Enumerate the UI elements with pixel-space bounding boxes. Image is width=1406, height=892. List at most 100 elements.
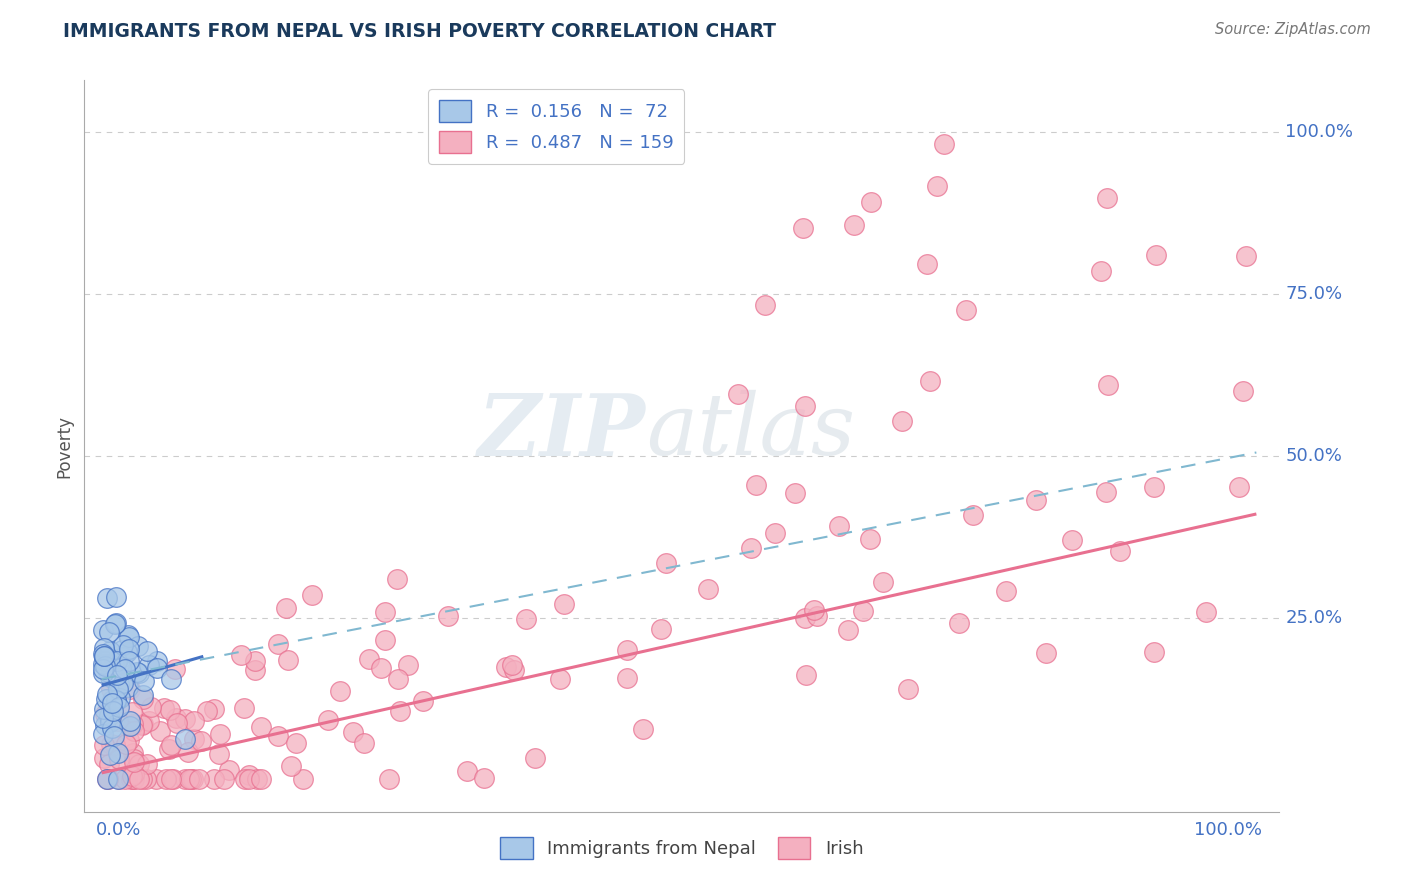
Text: 0.0%: 0.0% bbox=[96, 822, 141, 839]
Point bbox=[238, 772, 260, 787]
Point bbox=[872, 574, 894, 589]
Point bbox=[1035, 646, 1057, 660]
Point bbox=[105, 654, 128, 668]
Point bbox=[285, 736, 308, 750]
Point bbox=[98, 709, 121, 723]
Point bbox=[359, 652, 381, 666]
Point bbox=[139, 700, 162, 714]
Point bbox=[91, 727, 114, 741]
Point bbox=[412, 694, 434, 708]
Point bbox=[93, 738, 115, 752]
Point bbox=[98, 715, 121, 730]
Point bbox=[1234, 249, 1257, 263]
Point bbox=[91, 665, 114, 680]
Point bbox=[118, 682, 141, 697]
Point bbox=[267, 637, 290, 651]
Point bbox=[183, 732, 205, 747]
Point bbox=[160, 672, 183, 686]
Point bbox=[329, 684, 352, 698]
Point bbox=[117, 645, 139, 659]
Point bbox=[188, 772, 211, 787]
Point bbox=[136, 756, 159, 771]
Point bbox=[105, 668, 128, 682]
Point bbox=[501, 657, 523, 672]
Point bbox=[697, 582, 720, 597]
Point bbox=[1143, 479, 1166, 493]
Point bbox=[174, 731, 197, 746]
Point bbox=[107, 772, 129, 787]
Point bbox=[792, 221, 814, 235]
Point bbox=[249, 772, 271, 787]
Point bbox=[1195, 605, 1218, 619]
Point bbox=[103, 656, 125, 670]
Point bbox=[97, 665, 120, 680]
Point bbox=[146, 661, 169, 675]
Point bbox=[101, 721, 124, 735]
Point bbox=[1144, 248, 1167, 262]
Point bbox=[202, 772, 225, 787]
Point bbox=[101, 704, 124, 718]
Text: IMMIGRANTS FROM NEPAL VS IRISH POVERTY CORRELATION CHART: IMMIGRANTS FROM NEPAL VS IRISH POVERTY C… bbox=[63, 22, 776, 41]
Point bbox=[91, 647, 114, 661]
Point bbox=[153, 701, 176, 715]
Point bbox=[166, 716, 188, 731]
Point bbox=[159, 772, 181, 787]
Point bbox=[91, 657, 114, 671]
Point bbox=[94, 691, 117, 706]
Point bbox=[128, 666, 150, 681]
Point bbox=[122, 755, 145, 769]
Point bbox=[842, 219, 865, 233]
Point bbox=[107, 699, 129, 714]
Point bbox=[118, 733, 141, 747]
Point bbox=[135, 643, 157, 657]
Point bbox=[934, 137, 956, 152]
Point bbox=[229, 648, 252, 663]
Point bbox=[197, 704, 219, 718]
Text: 75.0%: 75.0% bbox=[1285, 285, 1343, 303]
Point bbox=[128, 757, 150, 772]
Point bbox=[93, 648, 115, 663]
Point bbox=[122, 751, 145, 765]
Point bbox=[135, 772, 157, 787]
Point bbox=[159, 738, 181, 752]
Point bbox=[98, 757, 121, 772]
Point bbox=[218, 763, 240, 777]
Point bbox=[633, 723, 655, 737]
Point bbox=[100, 738, 122, 752]
Point bbox=[93, 649, 115, 664]
Point bbox=[897, 681, 920, 696]
Point bbox=[118, 642, 141, 657]
Point bbox=[249, 720, 271, 734]
Point bbox=[105, 680, 128, 694]
Point bbox=[655, 556, 678, 570]
Point bbox=[1025, 492, 1047, 507]
Point bbox=[962, 508, 984, 522]
Point bbox=[110, 643, 132, 657]
Point bbox=[783, 486, 806, 500]
Point bbox=[98, 670, 121, 684]
Legend: Immigrants from Nepal, Irish: Immigrants from Nepal, Irish bbox=[491, 829, 873, 869]
Point bbox=[118, 654, 141, 668]
Point bbox=[387, 672, 409, 686]
Point bbox=[131, 717, 153, 731]
Point bbox=[100, 644, 122, 658]
Point bbox=[93, 751, 115, 765]
Point bbox=[388, 704, 411, 718]
Point bbox=[108, 752, 131, 766]
Point bbox=[370, 661, 392, 675]
Point bbox=[104, 694, 127, 708]
Point bbox=[145, 654, 167, 668]
Point bbox=[145, 772, 167, 787]
Point bbox=[183, 714, 205, 728]
Point bbox=[1097, 378, 1119, 392]
Point bbox=[96, 772, 118, 787]
Point bbox=[97, 772, 120, 787]
Point bbox=[374, 632, 396, 647]
Point bbox=[1090, 264, 1112, 278]
Point bbox=[190, 734, 212, 748]
Point bbox=[132, 689, 155, 703]
Text: 100.0%: 100.0% bbox=[1194, 822, 1263, 839]
Point bbox=[128, 772, 150, 787]
Point bbox=[159, 703, 181, 717]
Point bbox=[122, 766, 145, 780]
